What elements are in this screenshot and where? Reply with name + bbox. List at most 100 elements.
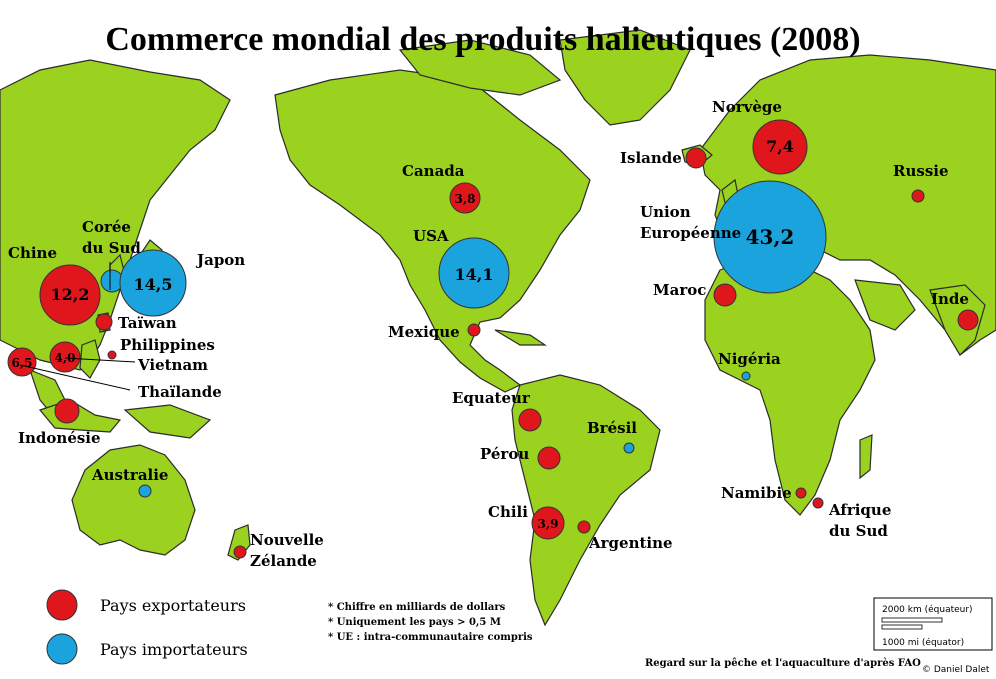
label-nz-1: Nouvelle (250, 531, 324, 549)
note-1: * Chiffre en milliards de dollars (328, 602, 506, 613)
scale-km-label: 2000 km (équateur) (882, 604, 973, 615)
arabia-land (854, 279, 916, 331)
symbol-chine (39, 264, 101, 326)
legend-importer-label: Pays importateurs (100, 640, 248, 659)
symbol-australie (138, 484, 152, 498)
label-as-2: du Sud (829, 522, 888, 540)
symbol-mexique (467, 323, 481, 337)
leader-thailande (19, 364, 131, 391)
label-ue-2: Européenne (640, 224, 741, 242)
new-guinea-land (123, 404, 212, 439)
label-maroc: Maroc (653, 281, 706, 299)
label-coree-1: Corée (82, 218, 131, 236)
leader-lines (19, 262, 136, 391)
arctic-islands-land (398, 39, 562, 96)
africa-land (704, 254, 876, 516)
symbol-nigeria (741, 371, 751, 381)
symbol-inde (957, 309, 979, 331)
notes: * Chiffre en milliards de dollars * Uniq… (328, 602, 533, 643)
value-ue: 43,2 (746, 225, 795, 249)
scale-bar-km (881, 617, 943, 623)
value-norvege: 7,4 (766, 137, 794, 156)
scale-bar-mi (881, 624, 923, 630)
label-australie: Australie (91, 466, 168, 484)
label-bresil: Brésil (587, 419, 637, 437)
value-japon: 14,5 (134, 275, 173, 294)
note-3: * UE : intra-communautaire compris (328, 632, 533, 643)
country-symbols: 12,214,54,06,53,814,13,97,443,2 (7, 119, 979, 559)
symbol-russie (911, 189, 925, 203)
australia-land (71, 444, 196, 556)
label-russie: Russie (893, 162, 949, 180)
note-2: * Uniquement les pays > 0,5 M (328, 617, 501, 628)
label-thailande: Thaïlande (138, 383, 222, 401)
value-chine: 12,2 (51, 285, 90, 304)
label-equateur: Equateur (452, 389, 531, 407)
label-nz-2: Zélande (250, 552, 317, 570)
label-ue-1: Union (640, 203, 691, 221)
value-chili: 3,9 (538, 517, 559, 531)
symbol-canada (449, 182, 481, 214)
source: Regard sur la pêche et l'aquaculture d'a… (645, 658, 921, 669)
greenland-land (559, 29, 691, 126)
value-thailande: 6,5 (12, 356, 33, 370)
symbol-vietnam (49, 341, 81, 373)
label-argentine: Argentine (588, 534, 673, 552)
label-nigeria: Nigéria (718, 350, 781, 368)
label-taiwan: Taïwan (118, 314, 177, 332)
symbol-argentine (577, 520, 591, 534)
label-japon: Japon (195, 251, 245, 269)
label-indonesie: Indonésie (18, 429, 101, 447)
symbol-philippines (107, 350, 117, 360)
legend-exporter-swatch (46, 589, 78, 621)
leader-vietnam (64, 357, 136, 363)
symbol-thailande (7, 347, 37, 377)
symbol-maroc (713, 283, 737, 307)
label-usa: USA (413, 227, 449, 245)
label-vietnam: Vietnam (137, 356, 208, 374)
symbol-perou (537, 446, 561, 470)
label-philippines: Philippines (120, 336, 215, 354)
scale-mi-label: 1000 mi (équator) (882, 637, 964, 648)
label-as-1: Afrique (828, 501, 891, 519)
symbol-indonesie (54, 398, 80, 424)
symbol-equateur (518, 408, 542, 432)
symbol-japon (119, 249, 187, 317)
scale-frame (873, 597, 993, 651)
scale-box: 2000 km (équateur) 1000 mi (équator) (873, 597, 993, 651)
cuba-land (494, 329, 547, 346)
legend-exporter-label: Pays exportateurs (100, 596, 246, 615)
label-perou: Pérou (480, 445, 529, 463)
country-labels: Chine Corée du Sud Japon Taïwan Philippi… (8, 98, 969, 570)
south-america-land (511, 374, 661, 627)
label-chine: Chine (8, 244, 57, 262)
map-title: Commerce mondial des produits halieutiqu… (105, 21, 860, 58)
label-chili: Chili (488, 503, 528, 521)
label-inde: Inde (931, 290, 969, 308)
label-mexique: Mexique (388, 323, 460, 341)
north-america-land (274, 69, 591, 393)
label-coree-2: du Sud (82, 239, 141, 257)
symbol-bresil (623, 442, 635, 454)
symbol-chili (531, 506, 565, 540)
symbol-ue (713, 180, 827, 294)
credit: © Daniel Dalet (922, 665, 990, 675)
label-namibie: Namibie (721, 484, 792, 502)
label-islande: Islande (620, 149, 682, 167)
value-canada: 3,8 (455, 192, 476, 206)
label-canada: Canada (402, 162, 465, 180)
value-usa: 14,1 (455, 265, 494, 284)
symbol-namibie (795, 487, 807, 499)
symbol-nz (233, 545, 247, 559)
label-norvege: Norvège (712, 98, 782, 116)
legend: Pays exportateurs Pays importateurs (46, 589, 248, 665)
symbol-islande (685, 147, 707, 169)
symbol-taiwan (95, 313, 113, 331)
symbol-norvege (752, 119, 808, 175)
symbol-afrique_sud (812, 497, 824, 509)
madagascar-land (859, 434, 873, 480)
symbol-usa (438, 237, 510, 309)
legend-importer-swatch (46, 633, 78, 665)
